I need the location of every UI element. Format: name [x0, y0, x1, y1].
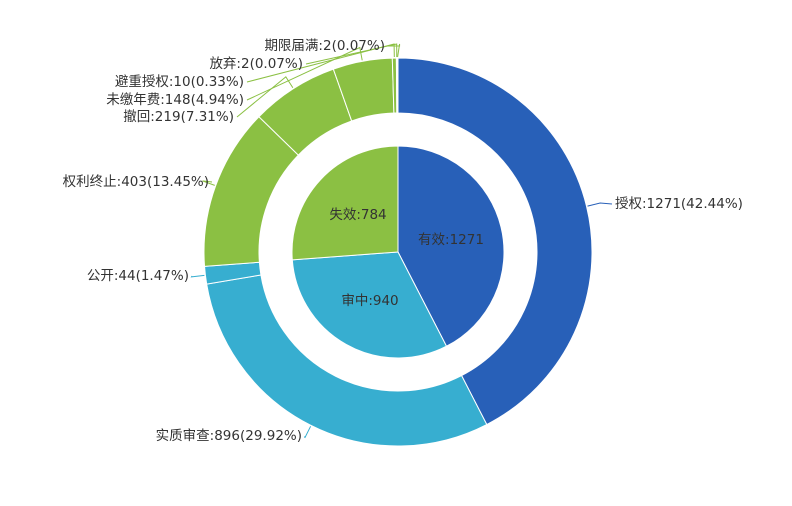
inner-slice-label: 有效:1271	[418, 232, 484, 248]
inner-slice-0[interactable]	[397, 145, 505, 347]
outer-slice-label: 避重授权:10(0.33%)	[115, 73, 244, 90]
outer-slice-8[interactable]	[396, 57, 399, 114]
outer-slice-label: 期限届满:2(0.07%)	[264, 38, 385, 54]
outer-slice-label: 撤回:219(7.31%)	[123, 109, 234, 125]
outer-slice-label: 放弃:2(0.07%)	[209, 56, 303, 72]
outer-slice-1[interactable]	[206, 274, 488, 447]
inner-slice-2[interactable]	[291, 145, 399, 261]
inner-slice-label: 失效:784	[329, 207, 386, 223]
outer-slice-label: 实质审查:896(29.92%)	[156, 428, 302, 444]
outer-slice-label: 公开:44(1.47%)	[87, 268, 189, 284]
outer-slice-label: 未缴年费:148(4.94%)	[106, 92, 244, 108]
outer-slice-label: 权利终止:403(13.45%)	[63, 173, 209, 190]
outer-slice-0[interactable]	[397, 57, 593, 426]
label-leader-line	[190, 274, 205, 278]
label-leader-line	[236, 76, 294, 118]
outer-slice-label: 授权:1271(42.44%)	[615, 195, 743, 212]
label-leader-line	[304, 426, 312, 439]
inner-slice-label: 审中:940	[341, 293, 398, 309]
label-leader-line	[246, 43, 395, 83]
label-leader-line	[202, 180, 215, 186]
label-leader-line	[587, 202, 613, 207]
label-leader-line	[388, 43, 401, 58]
label-leader-line	[246, 46, 363, 101]
label-leader-line	[305, 43, 398, 65]
inner-slice-1[interactable]	[291, 251, 448, 359]
